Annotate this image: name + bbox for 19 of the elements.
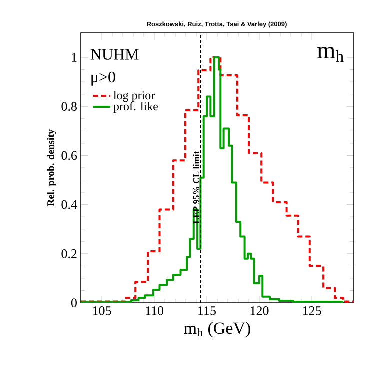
y-tick-label: 0 [71, 298, 77, 308]
annotation: NUHM [90, 49, 139, 60]
y-tick-label: 0.8 [62, 102, 77, 112]
x-tick-label: 110 [146, 306, 164, 316]
y-tick-label: 0.2 [62, 249, 77, 258]
x-axis-title: m$_{h}$ (GeV) [184, 322, 250, 338]
y-tick-label: 0.4 [62, 200, 78, 210]
annotation: m$_{h}$ [318, 47, 344, 62]
ref-line-label: LEP 95% CL limit [193, 151, 200, 224]
annotation: μ>0 [92, 72, 116, 86]
y-tick-label: 0.6 [62, 151, 78, 160]
y-axis-title: Rel. prob. density [47, 130, 56, 206]
legend-label: log prior [114, 91, 156, 102]
x-tick-label: 125 [303, 306, 322, 316]
x-tick-label: 115 [198, 306, 216, 316]
legend-label: prof. like [114, 102, 158, 114]
x-tick-label: 120 [250, 306, 269, 316]
y-tick-label: 1 [72, 53, 77, 62]
x-tick-label: 105 [93, 306, 112, 316]
